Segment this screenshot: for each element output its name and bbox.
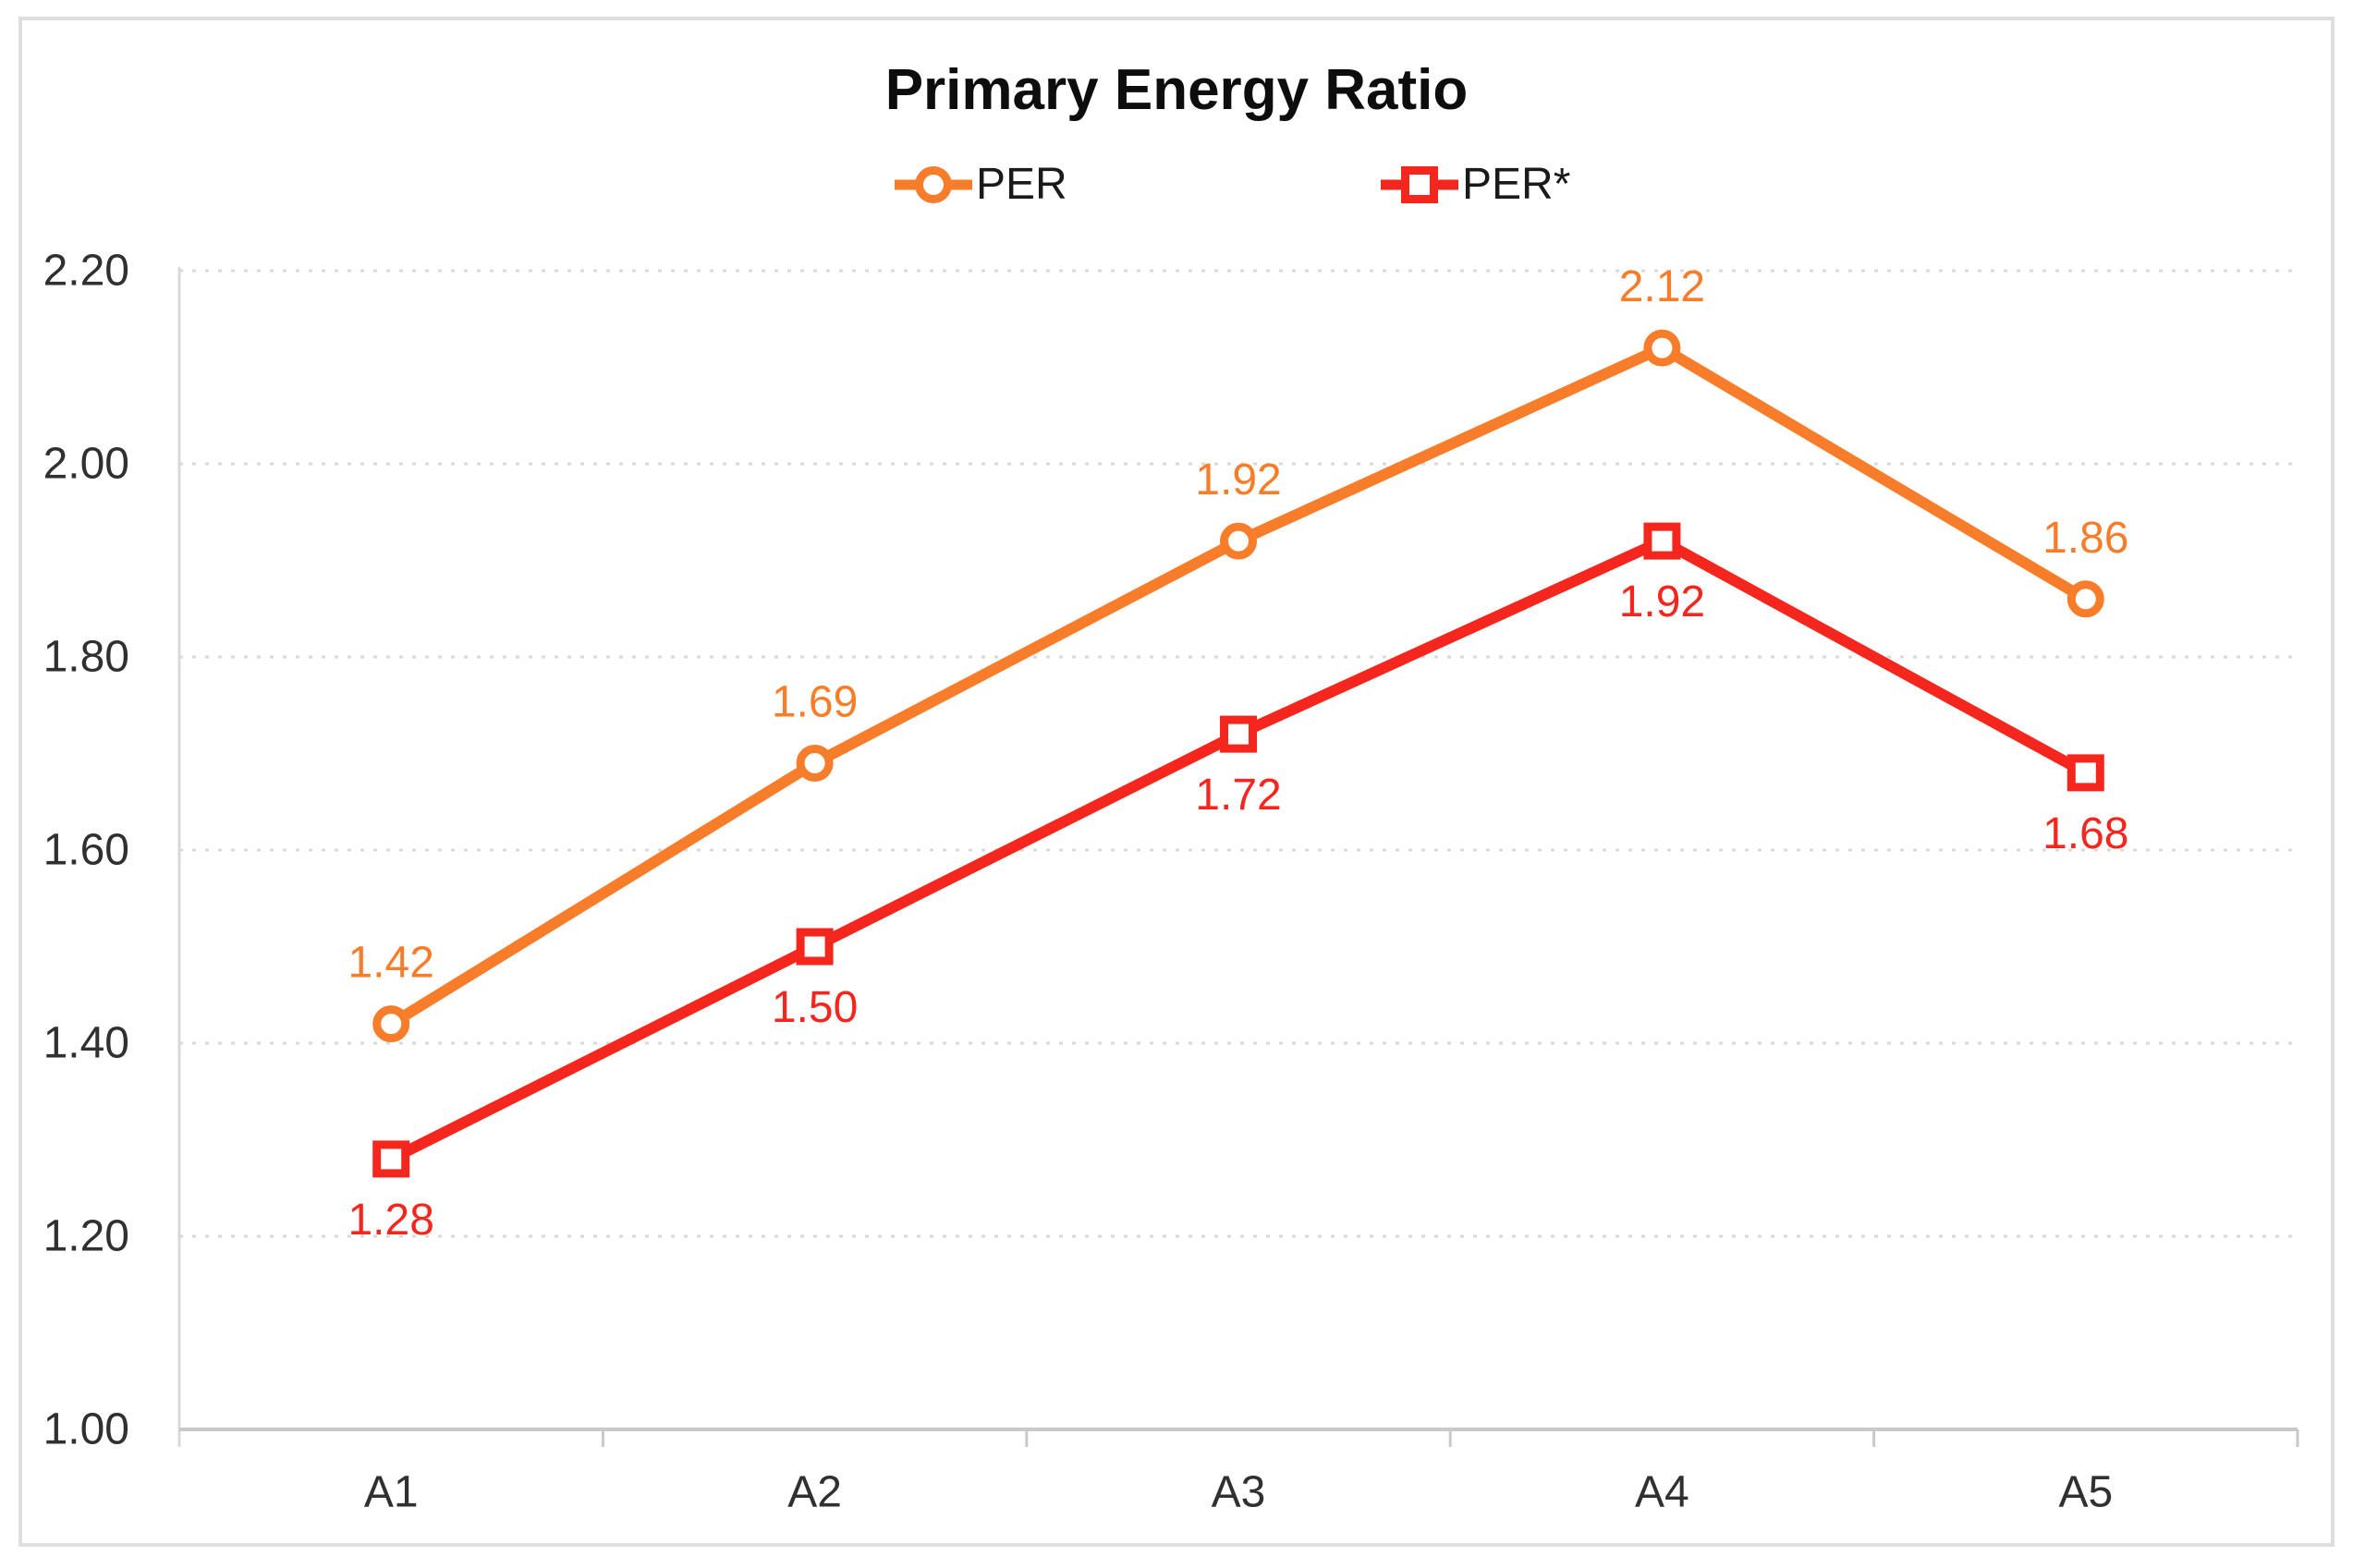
data-label: 1.86	[2042, 514, 2128, 563]
data-point-marker-circle	[372, 1005, 410, 1043]
data-label: 1.69	[772, 677, 858, 726]
y-axis-tick-label: 2.00	[43, 440, 129, 489]
data-label: 1.42	[347, 939, 433, 988]
data-label: 1.92	[1195, 456, 1281, 504]
x-axis-tick-label: A1	[364, 1468, 419, 1517]
y-axis-tick-label: 1.80	[43, 633, 129, 682]
legend-entry-per-star: PER*	[1381, 157, 1570, 213]
legend-marker-square-icon	[1381, 166, 1458, 203]
data-label: 1.28	[347, 1196, 433, 1245]
chart-title: Primary Energy Ratio	[884, 58, 1469, 122]
data-label: 2.12	[1619, 262, 1705, 311]
data-point-marker-square	[372, 1140, 410, 1178]
data-point-marker-square	[1220, 715, 1257, 753]
data-point-marker-square	[796, 928, 834, 966]
data-point-marker-square	[2066, 754, 2104, 792]
data-label: 1.92	[1619, 577, 1705, 626]
data-label: 1.50	[772, 983, 858, 1032]
series-line-per	[388, 341, 2089, 1029]
legend-entry-per: PER	[895, 157, 1067, 213]
legend-label-per: PER	[976, 160, 1067, 209]
data-point-marker-circle	[1643, 329, 1681, 367]
y-axis-tick-label: 2.20	[43, 247, 129, 296]
data-point-marker-circle	[1220, 522, 1257, 560]
y-axis-tick-label: 1.20	[43, 1212, 129, 1261]
data-label: 1.68	[2042, 809, 2128, 858]
x-axis-tick-label: A3	[1212, 1468, 1266, 1517]
y-axis-tick-label: 1.40	[43, 1019, 129, 1068]
data-point-marker-circle	[796, 744, 834, 782]
legend-marker-circle-icon	[895, 166, 972, 203]
x-axis-tick-label: A2	[787, 1468, 842, 1517]
data-point-marker-circle	[2066, 580, 2104, 618]
legend-label-per-star: PER*	[1462, 160, 1571, 209]
x-axis-tick-label: A5	[2058, 1468, 2113, 1517]
data-point-marker-square	[1643, 522, 1681, 560]
y-axis-tick-label: 1.00	[43, 1405, 129, 1454]
y-axis-tick-label: 1.60	[43, 826, 129, 875]
data-label: 1.72	[1195, 771, 1281, 820]
x-axis-tick-label: A4	[1635, 1468, 1689, 1517]
